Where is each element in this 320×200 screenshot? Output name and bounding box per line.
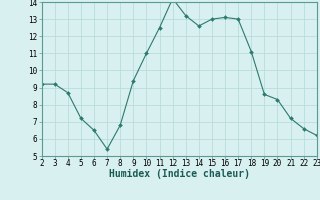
- X-axis label: Humidex (Indice chaleur): Humidex (Indice chaleur): [109, 169, 250, 179]
